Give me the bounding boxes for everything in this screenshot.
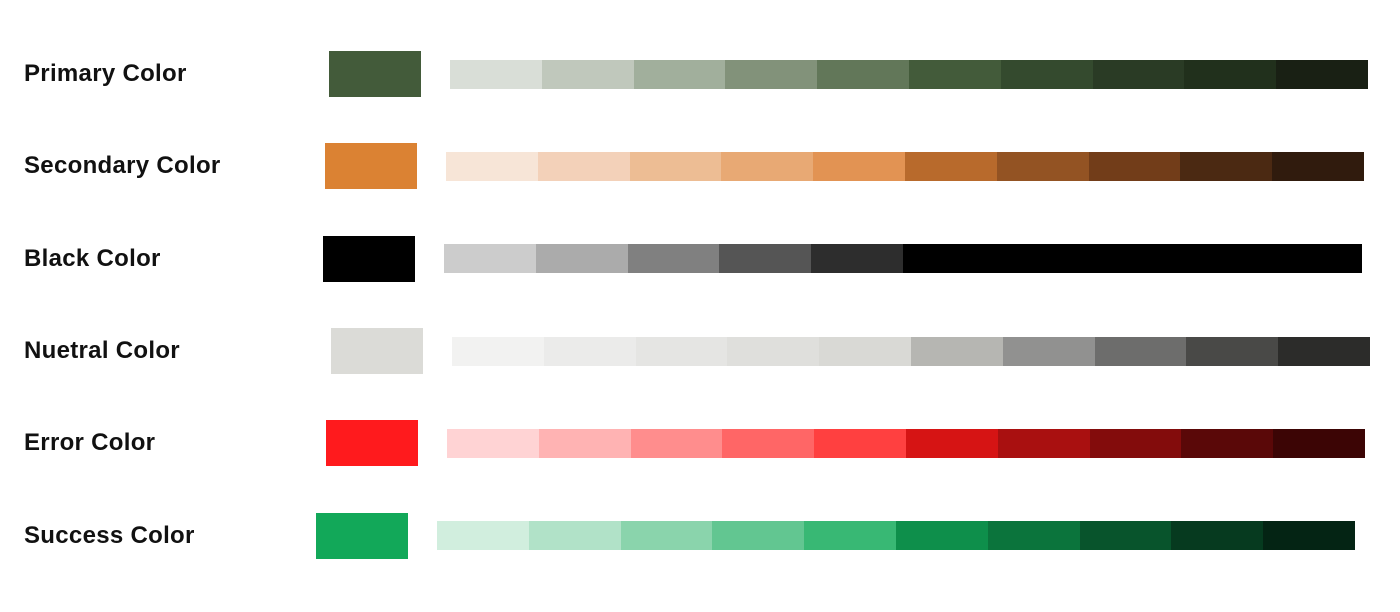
shade-step xyxy=(804,521,896,550)
palette-label: Error Color xyxy=(24,429,156,456)
palette-label: Primary Color xyxy=(24,60,187,87)
shade-step xyxy=(633,60,726,89)
shade-step xyxy=(1092,60,1185,89)
shade-step xyxy=(444,244,536,273)
shade-step xyxy=(1002,337,1095,366)
shade-step xyxy=(1089,429,1182,458)
shade-step xyxy=(538,429,631,458)
shade-step xyxy=(635,337,728,366)
shade-step xyxy=(630,429,723,458)
shade-scale xyxy=(437,521,1355,550)
palette-row-secondary: Secondary Color xyxy=(0,143,1400,189)
shade-step xyxy=(725,60,818,89)
shade-step xyxy=(1270,244,1362,273)
shade-scale xyxy=(446,152,1364,181)
palette-row-success: Success Color xyxy=(0,513,1400,559)
shade-step xyxy=(528,521,621,550)
shade-step xyxy=(895,521,988,550)
shade-step xyxy=(537,152,630,181)
shade-step xyxy=(987,521,1080,550)
palette-row-neutral: Nuetral Color xyxy=(0,328,1400,374)
shade-step xyxy=(996,152,1089,181)
shade-step xyxy=(450,60,542,89)
shade-step xyxy=(1273,429,1365,458)
shade-step xyxy=(1272,152,1364,181)
shade-step xyxy=(447,429,539,458)
shade-step xyxy=(817,60,909,89)
shade-step xyxy=(543,337,636,366)
shade-step xyxy=(811,244,903,273)
shade-step xyxy=(1180,152,1273,181)
shade-step xyxy=(813,152,905,181)
shade-step xyxy=(1094,337,1187,366)
shade-scale xyxy=(450,60,1368,89)
shade-step xyxy=(712,521,805,550)
shade-step xyxy=(629,152,722,181)
shade-step xyxy=(446,152,538,181)
shade-step xyxy=(1278,337,1370,366)
palette-row-error: Error Color xyxy=(0,420,1400,466)
shade-step xyxy=(1184,60,1277,89)
shade-scale xyxy=(447,429,1365,458)
base-swatch xyxy=(326,420,418,466)
shade-scale xyxy=(452,337,1370,366)
shade-step xyxy=(819,337,911,366)
shade-step xyxy=(997,429,1090,458)
shade-step xyxy=(905,429,998,458)
shade-scale xyxy=(444,244,1362,273)
shade-step xyxy=(627,244,720,273)
base-swatch xyxy=(316,513,408,559)
shade-step xyxy=(994,244,1087,273)
shade-step xyxy=(1000,60,1093,89)
shade-step xyxy=(1178,244,1271,273)
shade-step xyxy=(452,337,544,366)
shade-step xyxy=(1186,337,1279,366)
shade-step xyxy=(1276,60,1368,89)
palette-label: Secondary Color xyxy=(24,152,221,179)
shade-step xyxy=(721,152,814,181)
shade-step xyxy=(1263,521,1355,550)
base-swatch xyxy=(325,143,417,189)
shade-step xyxy=(719,244,812,273)
palette-row-primary: Primary Color xyxy=(0,51,1400,97)
shade-step xyxy=(437,521,529,550)
shade-step xyxy=(1181,429,1274,458)
shade-step xyxy=(722,429,815,458)
shade-step xyxy=(904,152,997,181)
base-swatch xyxy=(331,328,423,374)
palette-label: Black Color xyxy=(24,245,161,272)
shade-step xyxy=(908,60,1001,89)
shade-step xyxy=(1171,521,1264,550)
shade-step xyxy=(727,337,820,366)
shade-step xyxy=(910,337,1003,366)
shade-step xyxy=(1086,244,1179,273)
shade-step xyxy=(1088,152,1181,181)
shade-step xyxy=(814,429,906,458)
shade-step xyxy=(1079,521,1172,550)
base-swatch xyxy=(329,51,421,97)
shade-step xyxy=(535,244,628,273)
palette-label: Success Color xyxy=(24,522,195,549)
shade-step xyxy=(541,60,634,89)
base-swatch xyxy=(323,236,415,282)
shade-step xyxy=(620,521,713,550)
shade-step xyxy=(902,244,995,273)
palette-label: Nuetral Color xyxy=(24,337,180,364)
palette-row-black: Black Color xyxy=(0,236,1400,282)
